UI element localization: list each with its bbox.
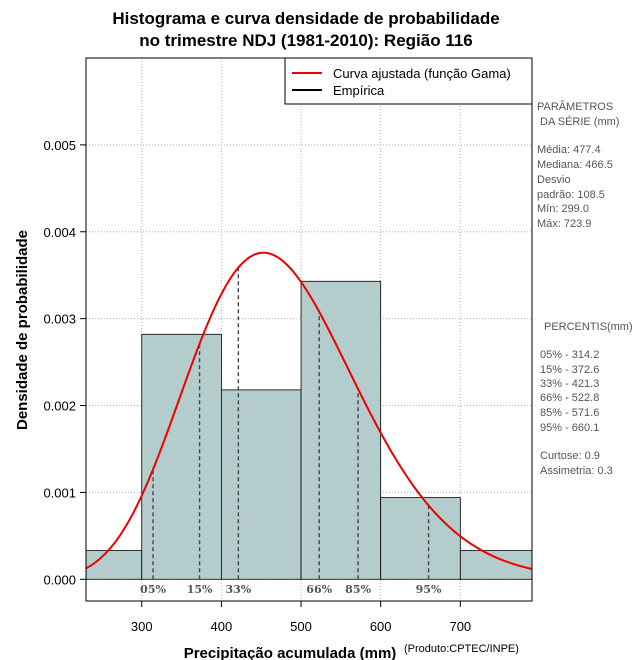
- percentile-label-15: 15%: [187, 583, 213, 596]
- x-axis-title: Precipitação acumulada (mm): [184, 645, 397, 660]
- percentile-labels: 05% 15% 33% 66% 85% 95%: [140, 583, 442, 596]
- gamma-curve-line: [85, 251, 533, 570]
- product-credit: (Produto:CPTEC/INPE): [404, 643, 519, 655]
- x-tick-label: 700: [449, 619, 471, 634]
- y-tick-label: 0.001: [43, 485, 76, 500]
- percentile-lines: [152, 267, 430, 580]
- y-tick-label: 0.002: [43, 399, 76, 414]
- percentile-label-05: 05%: [140, 583, 166, 596]
- x-tick-label: 600: [370, 619, 392, 634]
- y-tick-label: 0.004: [43, 225, 76, 240]
- histogram-bar-3: [220, 389, 302, 580]
- legend-box: [284, 57, 533, 105]
- percentil-66: 66% - 522.8: [540, 392, 599, 404]
- legend-label-empirica: Empírica: [333, 83, 385, 98]
- y-tick-label: 0.003: [43, 312, 76, 327]
- percentil-95: 95% - 660.1: [540, 422, 599, 434]
- stat-min: Mín: 299.0: [537, 203, 589, 215]
- chart-title-line2: no trimestre NDJ (1981-2010): Região 116: [139, 31, 473, 50]
- params-header-1: PARÂMETROS: [537, 100, 613, 113]
- stat-max: Máx: 723.9: [537, 218, 591, 230]
- percentis-header: PERCENTIS(mm): [544, 321, 633, 333]
- y-tick-label: 0.000: [43, 572, 76, 587]
- legend: Curva ajustada (função Gama) Empírica: [284, 57, 533, 105]
- gamma-curve: [85, 251, 533, 570]
- legend-label-gamma: Curva ajustada (função Gama): [333, 66, 511, 81]
- side-panel: PARÂMETROS DA SÉRIE (mm) Média: 477.4 Me…: [537, 100, 633, 477]
- axis-ticks: 300 400 500 600 700 0.000 0.001 0.002 0.003 0.004…: [43, 138, 471, 634]
- percentile-label-33: 33%: [225, 583, 251, 596]
- histogram-bar-5: [380, 497, 461, 580]
- stat-mediana: Mediana: 466.5: [537, 159, 613, 171]
- x-tick-label: 400: [211, 619, 233, 634]
- stat-desvio-2: padrão: 108.5: [537, 189, 605, 201]
- percentil-05: 05% - 314.2: [540, 349, 599, 361]
- stat-media: Média: 477.4: [537, 144, 601, 156]
- chart-title-line1: Histograma e curva densidade de probabil…: [112, 9, 499, 28]
- histogram-bar-6: [459, 550, 533, 580]
- stat-curtose: Curtose: 0.9: [540, 450, 600, 462]
- histogram-bars: [85, 280, 533, 580]
- histogram-bar-2: [141, 333, 222, 580]
- x-tick-label: 300: [131, 619, 153, 634]
- x-tick-label: 500: [290, 619, 312, 634]
- percentil-85: 85% - 571.6: [540, 407, 599, 419]
- percentil-15: 15% - 372.6: [540, 364, 599, 376]
- percentile-label-95: 95%: [416, 583, 442, 596]
- stat-assimetria: Assimetria: 0.3: [540, 465, 613, 477]
- params-header-2: DA SÉRIE (mm): [540, 115, 619, 128]
- stat-desvio-1: Desvio: [537, 174, 571, 186]
- histogram-bar-4: [300, 280, 382, 580]
- percentile-label-85: 85%: [345, 583, 371, 596]
- y-tick-label: 0.005: [43, 138, 76, 153]
- percentile-label-66: 66%: [306, 583, 332, 596]
- y-axis-title: Densidade de probabilidade: [14, 230, 31, 430]
- histogram-bar-1: [85, 550, 143, 580]
- percentil-33: 33% - 421.3: [540, 378, 599, 390]
